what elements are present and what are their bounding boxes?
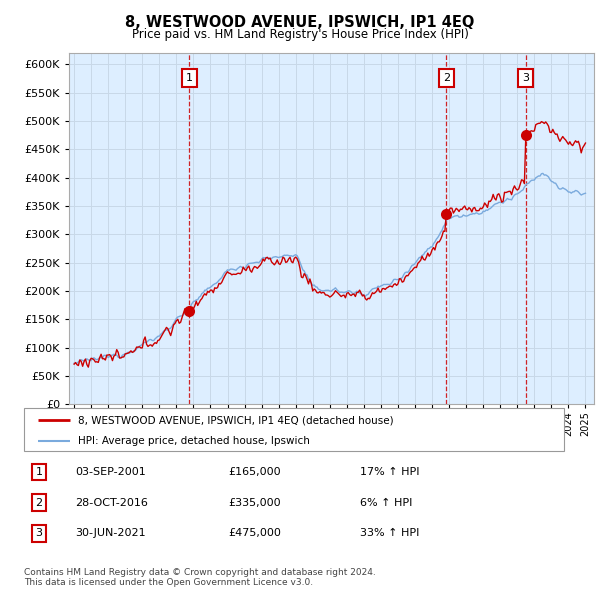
Text: 33% ↑ HPI: 33% ↑ HPI: [360, 529, 419, 538]
Text: Price paid vs. HM Land Registry's House Price Index (HPI): Price paid vs. HM Land Registry's House …: [131, 28, 469, 41]
Text: 28-OCT-2016: 28-OCT-2016: [75, 498, 148, 507]
Text: 30-JUN-2021: 30-JUN-2021: [75, 529, 146, 538]
Text: 2: 2: [35, 498, 43, 507]
Text: 2: 2: [443, 73, 450, 83]
Text: 8, WESTWOOD AVENUE, IPSWICH, IP1 4EQ (detached house): 8, WESTWOOD AVENUE, IPSWICH, IP1 4EQ (de…: [78, 415, 394, 425]
Text: £165,000: £165,000: [228, 467, 281, 477]
Text: 8, WESTWOOD AVENUE, IPSWICH, IP1 4EQ: 8, WESTWOOD AVENUE, IPSWICH, IP1 4EQ: [125, 15, 475, 30]
Text: £335,000: £335,000: [228, 498, 281, 507]
Text: 3: 3: [523, 73, 529, 83]
Text: 1: 1: [35, 467, 43, 477]
Text: 3: 3: [35, 529, 43, 538]
Text: 6% ↑ HPI: 6% ↑ HPI: [360, 498, 412, 507]
Text: 1: 1: [185, 73, 193, 83]
Text: 17% ↑ HPI: 17% ↑ HPI: [360, 467, 419, 477]
Text: Contains HM Land Registry data © Crown copyright and database right 2024.
This d: Contains HM Land Registry data © Crown c…: [24, 568, 376, 587]
Text: 03-SEP-2001: 03-SEP-2001: [75, 467, 146, 477]
FancyBboxPatch shape: [24, 408, 564, 451]
Text: HPI: Average price, detached house, Ipswich: HPI: Average price, detached house, Ipsw…: [78, 435, 310, 445]
Text: £475,000: £475,000: [228, 529, 281, 538]
